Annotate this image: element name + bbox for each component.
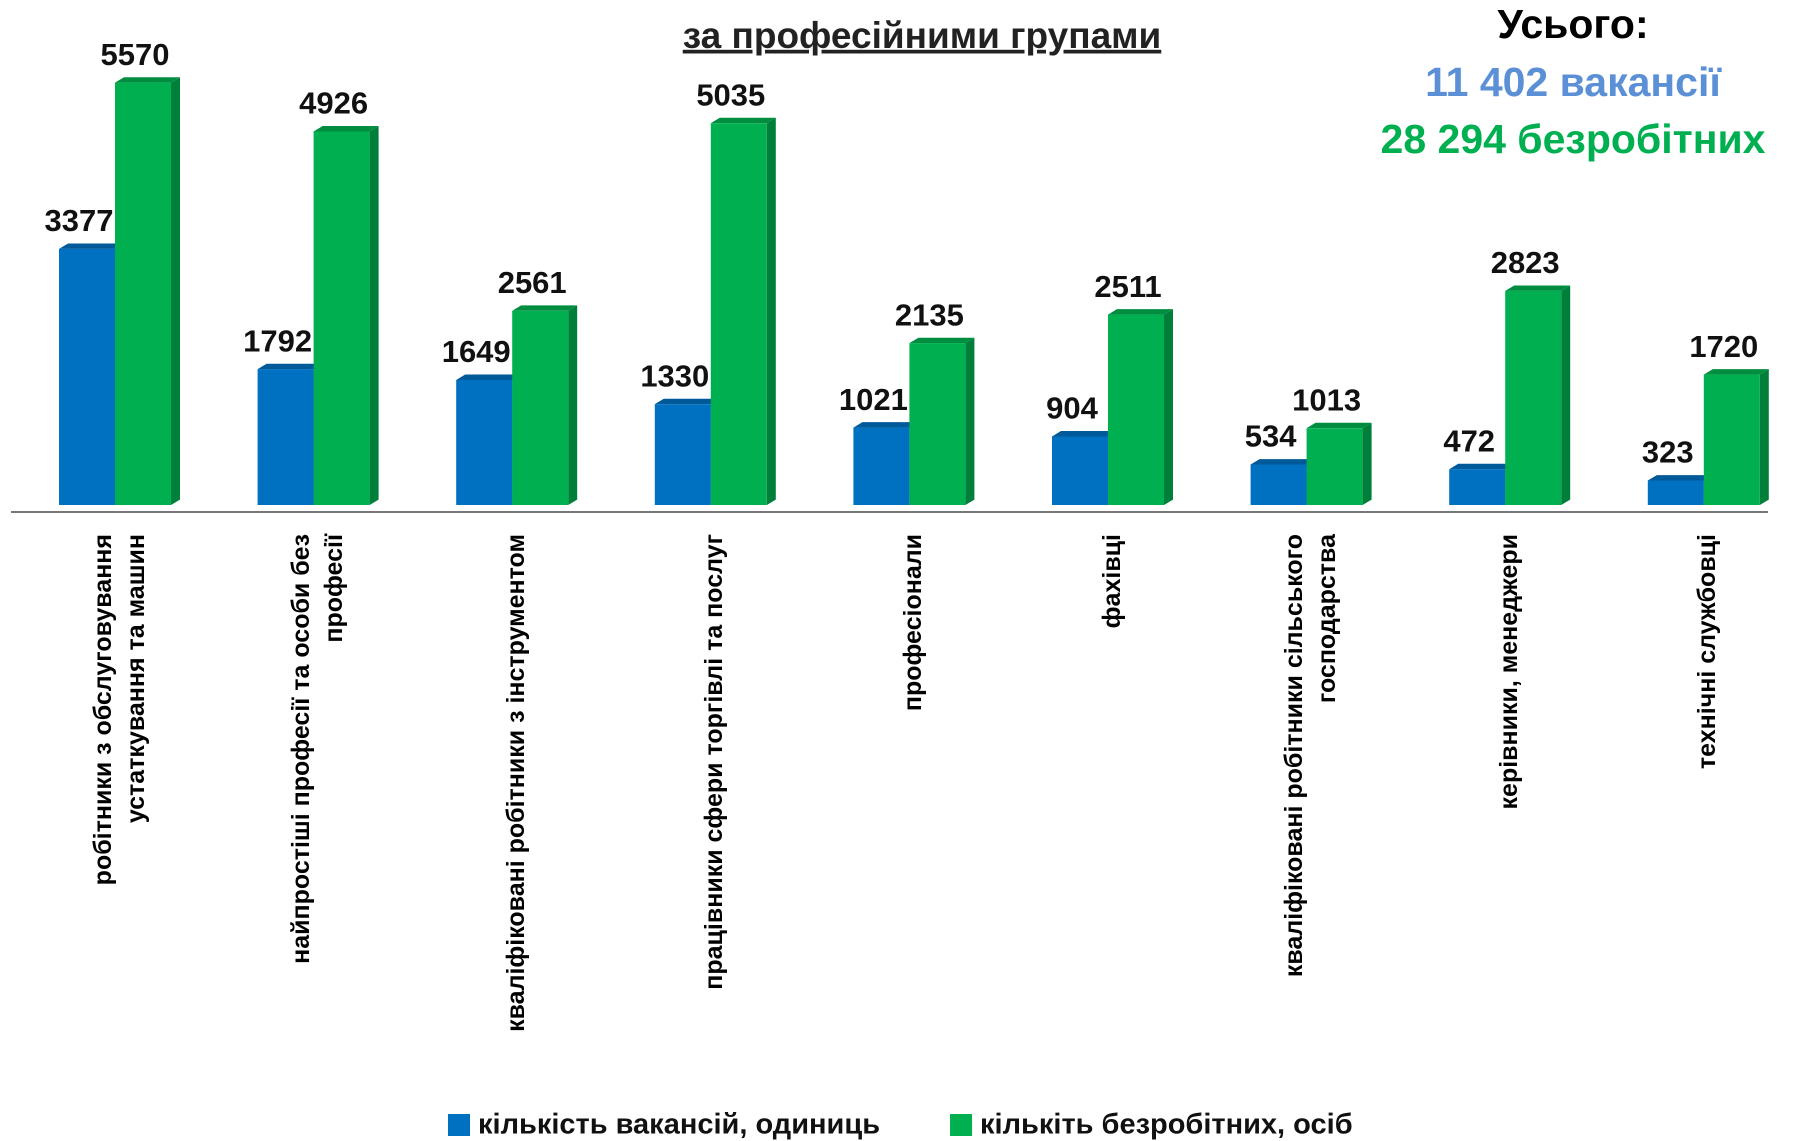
data-label: 1330 xyxy=(640,358,709,393)
bar xyxy=(1052,436,1108,505)
bar xyxy=(909,343,966,505)
x-tick-label: професіонали xyxy=(898,534,927,712)
data-label: 1021 xyxy=(839,382,908,417)
bar-side xyxy=(171,77,180,505)
bar-top xyxy=(1250,459,1316,465)
x-tick-label: керівники, менеджери xyxy=(1494,534,1523,810)
data-label: 1649 xyxy=(442,334,511,369)
bar xyxy=(1505,290,1562,505)
bar-side xyxy=(1561,285,1571,505)
bar-side xyxy=(568,305,578,505)
data-label: 534 xyxy=(1245,419,1297,454)
x-tick-label: кваліфіковані робітники з інструментом xyxy=(501,534,530,1032)
bar-side xyxy=(369,126,379,506)
x-tick-label: працівники сфери торгівлі та послуг xyxy=(700,534,729,990)
x-tick-label: фахівці xyxy=(1097,534,1126,629)
data-label: 2135 xyxy=(895,297,964,332)
data-label: 4926 xyxy=(299,86,368,121)
bar xyxy=(257,369,314,505)
bar xyxy=(456,379,513,505)
bar-top xyxy=(654,398,720,405)
data-label: 3377 xyxy=(45,203,114,238)
legend-label: кількість вакансій, одиниць xyxy=(478,1109,880,1141)
bar-top xyxy=(1703,369,1769,375)
chart-title: за професійними групами xyxy=(683,15,1162,56)
bar xyxy=(1306,428,1363,505)
legend-swatch xyxy=(448,1114,470,1136)
legend-label: кількіть безробітних, осіб xyxy=(980,1109,1353,1141)
bar-top xyxy=(853,422,919,428)
bar-top xyxy=(59,243,124,249)
bar-top xyxy=(710,117,776,124)
bar-top xyxy=(115,77,180,83)
bar xyxy=(1647,480,1704,505)
x-tick-label: кваліфіковані робітники сільського госпо… xyxy=(1280,534,1341,978)
bar-side xyxy=(1164,309,1173,505)
data-label: 2561 xyxy=(498,265,567,300)
data-label: 5570 xyxy=(101,37,170,72)
bar-top xyxy=(1052,431,1117,437)
bar-side xyxy=(766,117,776,505)
bar-top xyxy=(456,374,522,380)
bar xyxy=(115,82,171,505)
bar-top xyxy=(1647,475,1713,481)
total-label: Усього: xyxy=(1497,1,1648,47)
bar xyxy=(853,427,910,505)
bar-top xyxy=(1306,422,1372,429)
bar-top xyxy=(313,126,379,132)
data-label: 1013 xyxy=(1292,382,1361,417)
data-label: 1720 xyxy=(1689,329,1758,364)
bar-top xyxy=(909,337,975,344)
bar-side xyxy=(1362,422,1372,505)
bar-top xyxy=(257,363,323,370)
legend-swatch xyxy=(950,1114,973,1136)
bar-top xyxy=(1505,285,1571,291)
bar-top xyxy=(1449,463,1515,470)
x-tick-label: технічні службовці xyxy=(1693,534,1722,770)
data-label: 2511 xyxy=(1094,269,1161,304)
total-vacancies: 11 402 вакансії xyxy=(1425,59,1722,105)
bar xyxy=(1703,374,1760,505)
bar xyxy=(1449,469,1506,505)
data-label: 1792 xyxy=(243,323,312,358)
data-label: 904 xyxy=(1046,391,1098,426)
bar xyxy=(1108,314,1164,505)
x-tick-label: робітники з обслуговування устаткування … xyxy=(88,534,150,886)
data-label: 472 xyxy=(1443,423,1495,458)
data-label: 2823 xyxy=(1491,245,1560,280)
data-label: 5035 xyxy=(696,77,765,112)
bar-top xyxy=(1108,309,1173,315)
bar xyxy=(710,123,767,505)
bar xyxy=(59,248,115,505)
bar xyxy=(1250,464,1307,505)
data-label: 323 xyxy=(1642,435,1694,470)
bar-top xyxy=(512,305,578,311)
bar-side xyxy=(965,337,975,505)
bar xyxy=(512,310,569,505)
total-unemployed: 28 294 безробітних xyxy=(1381,116,1766,162)
bar xyxy=(654,404,711,505)
bar-side xyxy=(1759,369,1769,505)
bar xyxy=(313,131,370,505)
x-tick-label: найпростіші професії та особи без профес… xyxy=(287,534,348,964)
